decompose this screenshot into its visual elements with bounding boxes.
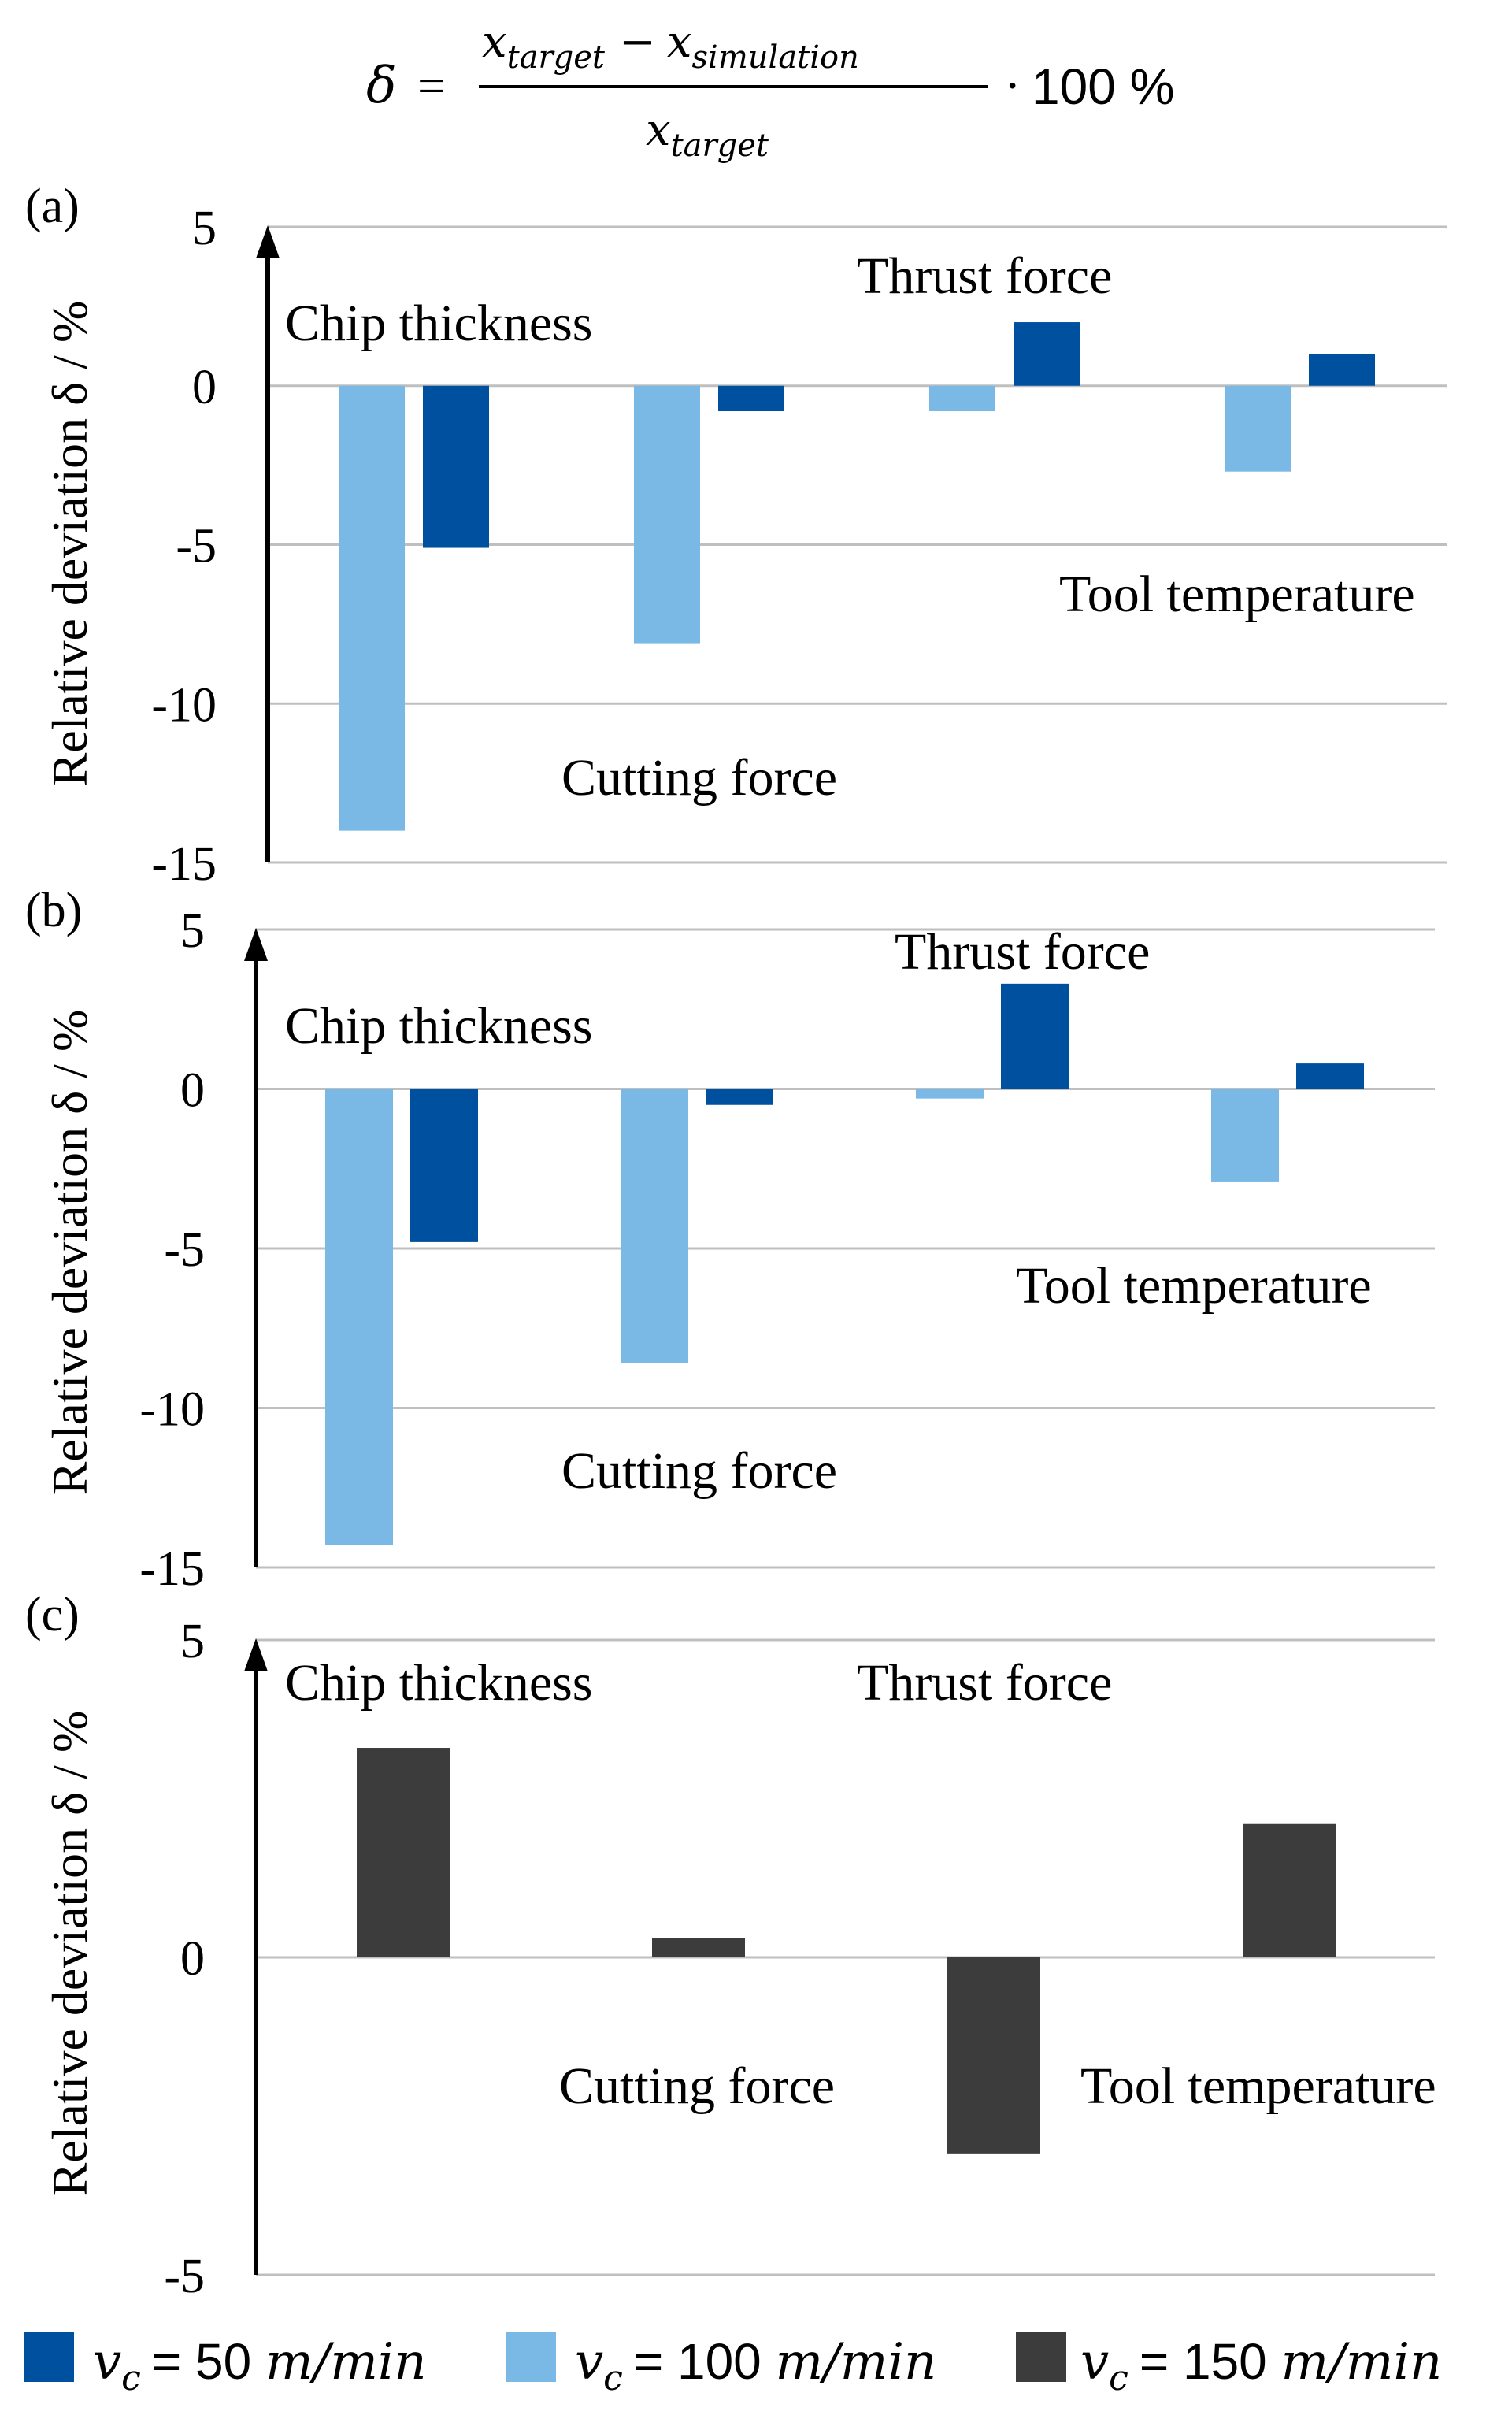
y-tick-label: 0 [180, 1064, 205, 1118]
y-axis-label: Relative deviation δ / % [42, 301, 98, 787]
y-tick-label: -15 [139, 1542, 205, 1596]
y-axis-label: Relative deviation δ / % [42, 1711, 98, 2197]
category-label: Chip thickness [285, 997, 593, 1055]
y-tick-label: 5 [192, 202, 217, 255]
category-label: Thrust force [857, 247, 1112, 305]
bar-vc100-3 [1225, 385, 1291, 472]
panel-label: (c) [25, 1588, 80, 1642]
y-axis-arrow [244, 1638, 268, 1671]
chart-panel-c: 5 0 -5 Relative deviation δ / % (c) Chip thic… [25, 1588, 1436, 2303]
formula: δ = xtarget − xsimulation xtarget · 100 % [366, 17, 1174, 164]
y-tick-label: -10 [139, 1383, 205, 1437]
formula-equals: = [417, 58, 446, 113]
bar-vc100-2 [916, 1089, 984, 1099]
y-tick-label: -5 [176, 520, 217, 573]
y-tick-label: 0 [192, 361, 217, 414]
panel-label: (b) [25, 884, 82, 937]
category-label: Chip thickness [285, 295, 593, 352]
y-axis-arrow [256, 225, 280, 258]
legend-swatch-vc100 [506, 2332, 556, 2382]
formula-numerator: xtarget − xsimulation [482, 17, 859, 76]
category-label: Thrust force [857, 1654, 1112, 1712]
bar-vc100-1 [621, 1089, 688, 1363]
legend-label-vc100: vc = 100 m/min [575, 2333, 936, 2398]
bar-vc100-2 [929, 385, 995, 412]
bar-vc150-3 [1243, 1823, 1336, 1957]
panel-label: (a) [25, 180, 80, 233]
y-tick-label: -15 [151, 837, 217, 891]
y-tick-label: -5 [164, 2250, 205, 2303]
legend-swatch-vc150 [1016, 2332, 1066, 2382]
bar-vc50-1 [706, 1089, 773, 1105]
bar-vc100-1 [634, 385, 700, 644]
bar-vc150-2 [947, 1957, 1040, 2154]
legend-swatch-vc50 [24, 2332, 74, 2382]
y-tick-label: 0 [180, 1932, 205, 1986]
y-tick-label: 5 [180, 904, 205, 958]
bar-vc150-0 [357, 1748, 450, 1957]
bar-vc100-0 [339, 385, 405, 831]
bar-vc50-3 [1309, 354, 1375, 386]
y-axis-arrow [244, 928, 268, 961]
bar-vc100-0 [325, 1089, 393, 1545]
legend-label-vc50: vc = 50 m/min [93, 2333, 427, 2398]
formula-delta: δ [366, 57, 397, 115]
bar-vc50-2 [1014, 322, 1080, 386]
category-label: Cutting force [561, 749, 837, 807]
y-tick-label: -10 [151, 678, 217, 732]
category-label: Cutting force [559, 2057, 835, 2115]
chart-panel-b: 5 0 -5 -10 -15 Relative deviation δ / % (b) Chi… [25, 884, 1435, 1596]
formula-times: · [1004, 58, 1021, 113]
category-label: Tool temperature [1016, 1257, 1372, 1315]
category-label: Tool temperature [1059, 566, 1415, 623]
formula-denominator: xtarget [646, 105, 769, 164]
bar-vc50-1 [718, 385, 784, 412]
bar-vc50-0 [410, 1089, 478, 1242]
bar-vc150-1 [652, 1938, 745, 1957]
legend-label-vc150: vc = 150 m/min [1080, 2333, 1442, 2398]
category-label: Thrust force [895, 923, 1150, 981]
chart-panel-a: 5 0 -5 -10 -15 Relative deviation δ / % (a) Chi… [25, 180, 1447, 891]
bar-vc50-2 [1001, 983, 1069, 1089]
category-label: Chip thickness [285, 1654, 593, 1712]
y-tick-label: -5 [164, 1223, 205, 1277]
y-tick-label: 5 [180, 1615, 205, 1668]
bar-vc50-3 [1296, 1063, 1364, 1089]
bar-vc50-0 [423, 385, 489, 548]
category-label: Tool temperature [1080, 2057, 1436, 2115]
bar-vc100-3 [1211, 1089, 1279, 1182]
formula-hundred-percent: 100 % [1032, 58, 1174, 115]
legend: vc = 50 m/min vc = 100 m/min vc = 150 m/min [24, 2332, 1442, 2398]
category-label: Cutting force [561, 1442, 837, 1500]
y-axis-label: Relative deviation δ / % [42, 1010, 98, 1496]
